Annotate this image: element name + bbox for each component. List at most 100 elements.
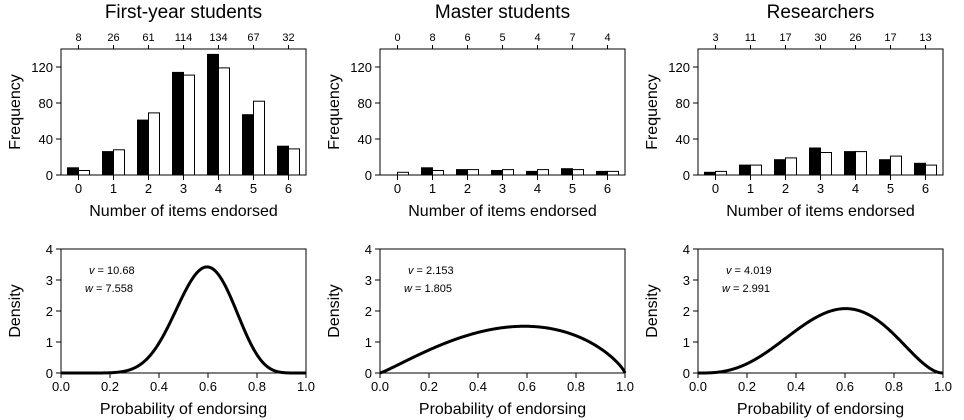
bar-observed — [844, 151, 856, 176]
bar-panel-1: First-year students 0 8 1 26 2 61 3 114 4 134 5 67 6 3… — [7, 2, 307, 220]
x-tick-label: 0.0 — [689, 379, 707, 394]
param-v-symbol: v — [408, 265, 415, 277]
y-axis-title: Frequency — [326, 74, 343, 150]
x-axis-title: Probability of endorsing — [419, 401, 586, 418]
bar-observed — [67, 167, 79, 176]
y-tick-label: 1 — [365, 335, 372, 350]
top-count-label: 11 — [745, 32, 756, 44]
bar-observed — [172, 71, 184, 176]
top-count-label: 26 — [849, 32, 861, 44]
y-tick-label: 2 — [46, 304, 53, 319]
x-tick-label: 3 — [817, 181, 824, 196]
y-tick-label: 0 — [46, 366, 53, 381]
bar-predicted — [218, 67, 230, 176]
top-count-label: 3 — [712, 32, 718, 44]
top-count-label: 30 — [814, 32, 826, 44]
bar-observed — [561, 168, 573, 176]
bar-observed — [596, 170, 608, 176]
x-tick-label: 0.0 — [371, 379, 389, 394]
density-curve — [698, 307, 944, 375]
param-w-annotation: w = 1.805 — [404, 283, 452, 295]
param-v-eq: = — [95, 265, 108, 277]
x-tick-label: 0.6 — [518, 379, 536, 394]
top-count-label: 32 — [282, 32, 294, 44]
y-tick-label: 0 — [46, 168, 53, 183]
top-count-label: 4 — [534, 32, 540, 44]
y-tick-label: 40 — [39, 132, 53, 147]
x-tick-label: 2 — [145, 181, 152, 196]
top-count-label: 17 — [779, 32, 791, 44]
bar-predicted — [183, 74, 195, 176]
x-tick-label: 6 — [604, 181, 611, 196]
bar-observed — [491, 170, 503, 176]
x-tick-label: 0 — [712, 181, 719, 196]
param-w-value: 2.991 — [743, 283, 771, 295]
y-tick-label: 80 — [358, 96, 372, 111]
x-tick-label: 1 — [429, 181, 436, 196]
top-count-label: 17 — [884, 32, 896, 44]
y-tick-label: 80 — [39, 96, 53, 111]
y-tick-label: 1 — [683, 335, 690, 350]
bar-observed — [242, 114, 254, 176]
y-axis-title: Density — [644, 284, 661, 337]
bar-predicted — [288, 148, 300, 176]
param-v-value: 10.68 — [107, 265, 135, 277]
y-tick-label: 1 — [46, 335, 53, 350]
x-axis-title: Number of items endorsed — [408, 203, 597, 220]
bar-observed — [137, 119, 149, 176]
top-count-label: 7 — [569, 32, 575, 44]
plot-frame — [379, 48, 626, 176]
x-tick-label: 0.8 — [885, 379, 903, 394]
density-curve — [379, 324, 627, 375]
bar-predicted — [785, 157, 797, 176]
x-tick-label: 0 — [75, 181, 82, 196]
param-v-annotation: v = 2.153 — [408, 265, 454, 277]
x-tick-label: 3 — [180, 181, 187, 196]
bar-predicted — [925, 164, 937, 176]
x-tick-label: 3 — [499, 181, 506, 196]
x-tick-label: 0.2 — [738, 379, 756, 394]
bar-observed — [879, 159, 891, 176]
x-tick-label: 0.6 — [836, 379, 854, 394]
x-tick-label: 6 — [285, 181, 292, 196]
top-count-label: 4 — [604, 32, 610, 44]
param-w-symbol: w — [404, 283, 413, 295]
y-tick-label: 3 — [683, 273, 690, 288]
top-count-label: 67 — [247, 32, 259, 44]
y-axis-title: Density — [7, 284, 24, 337]
x-tick-label: 2 — [782, 181, 789, 196]
y-tick-label: 80 — [676, 96, 690, 111]
x-tick-label: 0 — [394, 181, 401, 196]
bar-panel-3: Researchers0311121733042651761304080120N… — [644, 2, 944, 220]
bar-predicted — [855, 151, 867, 176]
param-v-annotation: v = 10.68 — [89, 265, 135, 277]
x-tick-label: 6 — [922, 181, 929, 196]
x-tick-label: 4 — [534, 181, 541, 196]
bar-observed — [207, 53, 219, 176]
y-tick-label: 0 — [365, 168, 372, 183]
x-tick-label: 0.4 — [787, 379, 805, 394]
bar-predicted — [750, 164, 762, 176]
x-tick-label: 0.4 — [150, 379, 168, 394]
bar-predicted — [820, 152, 832, 176]
bar-predicted — [113, 149, 125, 176]
top-count-label: 5 — [499, 32, 505, 44]
bar-observed — [421, 167, 433, 176]
x-tick-label: 2 — [464, 181, 471, 196]
x-axis-title: Number of items endorsed — [726, 203, 915, 220]
bar-observed — [526, 170, 538, 176]
bar-observed — [456, 169, 468, 176]
param-v-annotation: v = 4.019 — [726, 265, 772, 277]
y-tick-label: 0 — [365, 366, 372, 381]
bar-observed — [774, 159, 786, 176]
bar-observed — [914, 162, 926, 176]
param-w-eq: = — [93, 283, 106, 295]
top-count-label: 8 — [429, 32, 435, 44]
panel-title: Master students — [435, 2, 570, 23]
param-v-symbol: v — [726, 265, 733, 277]
y-tick-label: 0 — [683, 168, 690, 183]
bar-observed — [809, 147, 821, 176]
x-tick-label: 0.2 — [420, 379, 438, 394]
param-w-annotation: w = 7.558 — [85, 283, 133, 295]
